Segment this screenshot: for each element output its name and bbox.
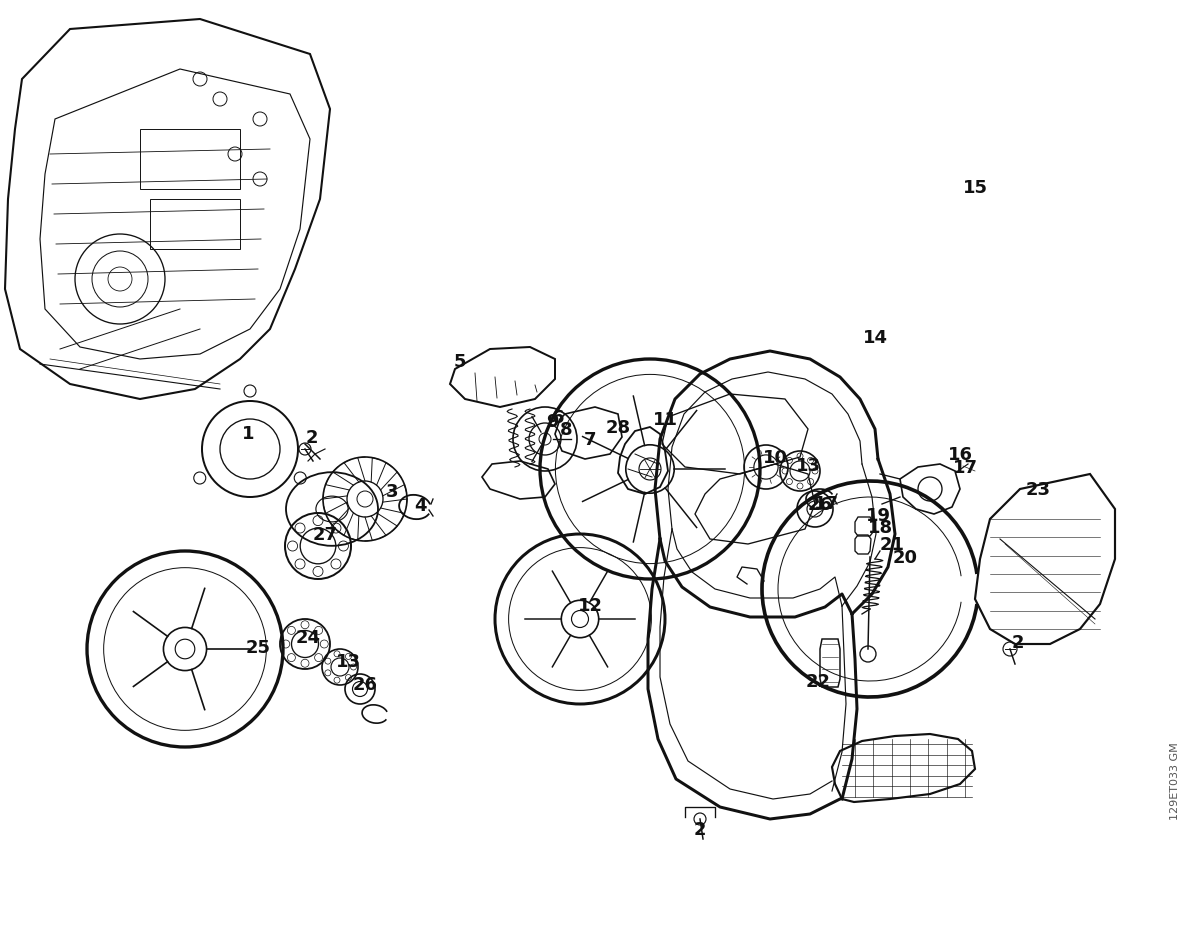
Text: 23: 23 — [1026, 480, 1050, 498]
Text: 13: 13 — [336, 652, 360, 670]
Text: 22: 22 — [805, 672, 830, 690]
Text: 14: 14 — [863, 329, 888, 346]
Text: 2: 2 — [1012, 633, 1025, 651]
Text: 10: 10 — [762, 448, 787, 466]
Text: 17: 17 — [814, 495, 839, 513]
Text: 26: 26 — [808, 496, 833, 514]
Text: 9: 9 — [546, 413, 558, 430]
Text: 20: 20 — [893, 548, 918, 566]
Text: 5: 5 — [454, 353, 467, 371]
Text: 11: 11 — [653, 411, 678, 429]
Text: 19: 19 — [865, 507, 890, 525]
Text: 2: 2 — [694, 820, 707, 838]
Text: 21: 21 — [880, 535, 905, 553]
Bar — [140, 130, 240, 190]
Text: 17: 17 — [953, 459, 978, 477]
Text: 28: 28 — [606, 418, 630, 436]
Text: 25: 25 — [246, 638, 270, 656]
Text: 1: 1 — [241, 425, 254, 443]
Bar — [150, 200, 240, 250]
Text: 8: 8 — [559, 421, 572, 439]
Text: 18: 18 — [868, 518, 893, 536]
Text: 2: 2 — [306, 429, 318, 447]
Text: 27: 27 — [312, 526, 337, 544]
Text: 4: 4 — [414, 497, 426, 514]
Text: 6: 6 — [552, 409, 564, 427]
Text: 15: 15 — [962, 178, 988, 196]
Text: 12: 12 — [577, 597, 602, 615]
Text: 24: 24 — [295, 629, 320, 647]
Text: 129ET033 GM: 129ET033 GM — [1170, 741, 1180, 819]
Text: 16: 16 — [948, 446, 972, 464]
Text: 26: 26 — [353, 675, 378, 693]
Text: 7: 7 — [583, 430, 596, 448]
Text: 3: 3 — [385, 482, 398, 500]
Text: 13: 13 — [796, 457, 821, 475]
